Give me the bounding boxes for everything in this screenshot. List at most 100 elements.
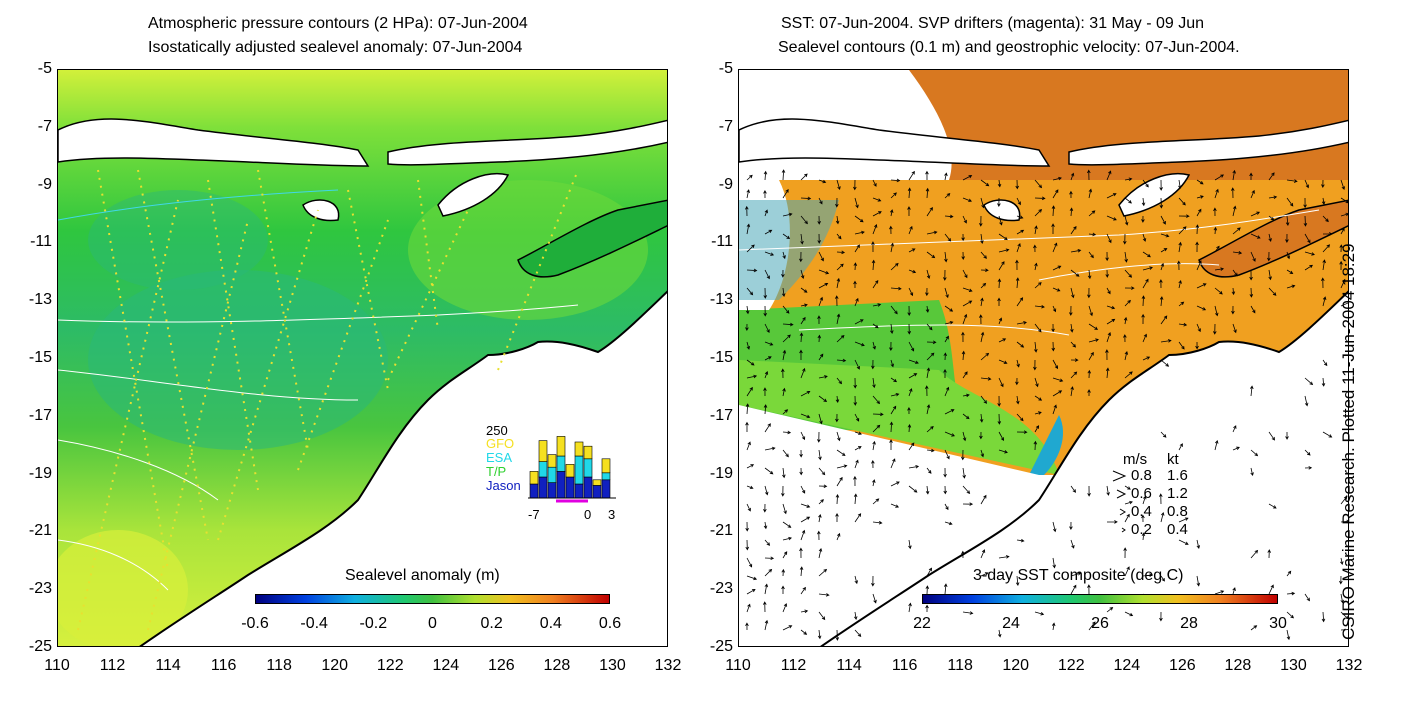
velocity-arrow (909, 486, 917, 492)
velocity-arrow (782, 586, 785, 594)
land-mass-northern-islands (388, 120, 668, 165)
right-colorbar (922, 594, 1278, 604)
sla-low-patch (88, 270, 388, 450)
longitude-tick-label: 132 (648, 657, 688, 675)
left-colorbar-tick: -0.2 (350, 615, 396, 633)
right-colorbar-tick: 22 (899, 615, 945, 633)
longitude-tick-label: 116 (885, 657, 925, 675)
longitude-tick-label: 118 (940, 657, 980, 675)
inset-bar-segment (566, 464, 574, 477)
sla-low-patch (88, 190, 268, 290)
velocity-arrow (854, 494, 857, 504)
velocity-arrow (963, 486, 970, 493)
velocity-arrow (891, 504, 898, 507)
velocity-arrow (873, 594, 876, 603)
latitude-tick-label: -5 (685, 61, 733, 77)
velocity-arrow (819, 612, 825, 619)
velocity-arrow (746, 623, 749, 630)
longitude-tick-label: 124 (426, 657, 466, 675)
inset-bar-segment (584, 477, 592, 498)
velocity-arrow (799, 548, 802, 558)
inset-bar-segment (602, 459, 610, 473)
velocity-legend-row-ms: 0.2 (1131, 521, 1152, 539)
inset-bar-segment (539, 462, 547, 477)
velocity-arrow (945, 504, 948, 509)
velocity-legend-arrows (1111, 451, 1131, 537)
velocity-arrow (837, 478, 842, 486)
credit-text: CSIRO Marine Research. Plotted 11-Jun-20… (1339, 243, 1359, 640)
velocity-arrow (801, 630, 806, 634)
longitude-tick-label: 112 (774, 657, 814, 675)
velocity-arrow (747, 576, 756, 580)
longitude-tick-label: 130 (592, 657, 632, 675)
sealevel-anomaly-map: 250 GFO ESA T/P Jason -7 0 3 (57, 69, 668, 647)
longitude-tick-label: 126 (481, 657, 521, 675)
latitude-tick-label: -23 (685, 581, 733, 597)
velocity-arrow (836, 495, 839, 504)
inset-xtick: -7 (528, 508, 540, 522)
velocity-arrow (747, 486, 753, 489)
velocity-arrow (801, 504, 810, 507)
left-colorbar-tick: 0.6 (587, 615, 633, 633)
inset-bar-segment (566, 477, 574, 498)
velocity-legend: m/s kt 0.8 1.6 0.6 1.2 0.4 0.8 0.2 0.4 (1111, 451, 1231, 537)
velocity-arrow (837, 534, 840, 540)
longitude-tick-label: 124 (1107, 657, 1147, 675)
inset-bar-segment (575, 456, 583, 484)
velocity-arrow (781, 486, 784, 496)
velocity-legend-row-ms: 0.6 (1131, 485, 1152, 503)
velocity-arrow (782, 570, 785, 576)
longitude-tick-label: 132 (1329, 657, 1369, 675)
velocity-arrow (801, 610, 807, 613)
velocity-arrow (765, 557, 773, 560)
velocity-arrow (764, 522, 767, 528)
velocity-arrow (765, 584, 768, 594)
velocity-arrow (801, 588, 805, 594)
right-colorbar-tick: 28 (1166, 615, 1212, 633)
latitude-tick-label: -19 (685, 466, 733, 482)
latitude-tick-label: -5 (4, 61, 52, 77)
inset-legend-tp: T/P (486, 465, 506, 479)
latitude-tick-label: -21 (685, 523, 733, 539)
inset-legend-gfo: GFO (486, 437, 514, 451)
velocity-legend-row-ms: 0.8 (1131, 467, 1152, 485)
right-colorbar-tick: 24 (988, 615, 1034, 633)
right-title-line2: Sealevel contours (0.1 m) and geostrophi… (778, 38, 1240, 58)
velocity-arrow (818, 515, 821, 522)
right-colorbar-title: 3-day SST composite (deg C) (973, 567, 1183, 585)
inset-bar-segment (548, 483, 556, 498)
velocity-arrow (783, 552, 787, 558)
inset-bar-segment (593, 485, 601, 498)
inset-bar-segment (539, 441, 547, 462)
velocity-arrow (817, 531, 820, 540)
right-colorbar-tick: 30 (1255, 615, 1301, 633)
velocity-arrow (801, 531, 805, 540)
velocity-arrow (763, 504, 766, 512)
velocity-arrow (873, 499, 879, 504)
inset-bar-segment (575, 442, 583, 456)
longitude-tick-label: 122 (1051, 657, 1091, 675)
sst-map-graphics (739, 70, 1349, 647)
inset-xtick: 0 (584, 508, 591, 522)
velocity-legend-row-kt: 0.4 (1167, 521, 1188, 539)
velocity-arrow (783, 626, 792, 630)
velocity-arrow (783, 604, 787, 612)
latitude-tick-label: -21 (4, 523, 52, 539)
inset-bar-segment (539, 477, 547, 498)
velocity-arrow (818, 630, 821, 638)
inset-bar-segment (602, 473, 610, 480)
velocity-arrow (747, 589, 755, 594)
latitude-tick-label: -17 (4, 408, 52, 424)
velocity-arrow (801, 486, 805, 493)
longitude-tick-label: 128 (1218, 657, 1258, 675)
latitude-tick-label: -13 (685, 292, 733, 308)
velocity-arrow (783, 537, 791, 540)
left-title-line1: Atmospheric pressure contours (2 HPa): 0… (148, 14, 528, 34)
inset-bar-segment (557, 456, 565, 471)
inset-bar-segment (602, 480, 610, 498)
velocity-arrow (891, 482, 899, 486)
velocity-legend-row-kt: 0.8 (1167, 503, 1188, 521)
left-title-line2: Isostatically adjusted sealevel anomaly:… (148, 38, 522, 58)
velocity-arrow (765, 621, 768, 630)
velocity-arrow (765, 569, 772, 576)
